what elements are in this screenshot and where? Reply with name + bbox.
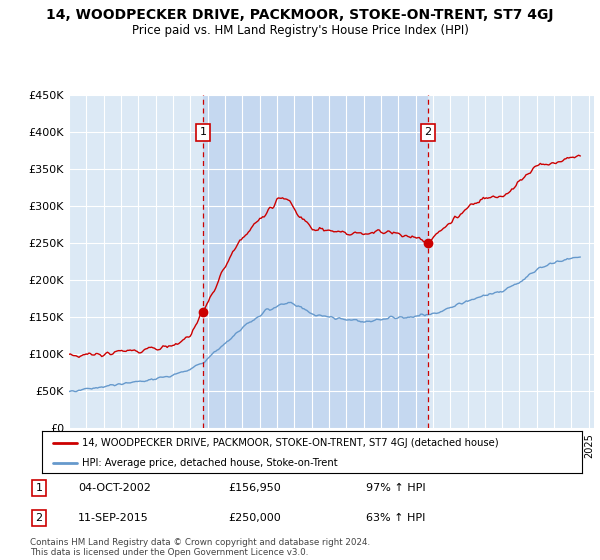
Text: 14, WOODPECKER DRIVE, PACKMOOR, STOKE-ON-TRENT, ST7 4GJ: 14, WOODPECKER DRIVE, PACKMOOR, STOKE-ON… xyxy=(46,8,554,22)
Bar xyxy=(203,95,428,428)
Text: 97% ↑ HPI: 97% ↑ HPI xyxy=(366,483,425,493)
Text: Price paid vs. HM Land Registry's House Price Index (HPI): Price paid vs. HM Land Registry's House … xyxy=(131,24,469,37)
Text: £156,950: £156,950 xyxy=(228,483,281,493)
Text: 04-OCT-2002: 04-OCT-2002 xyxy=(78,483,151,493)
Text: £250,000: £250,000 xyxy=(228,513,281,523)
Text: Contains HM Land Registry data © Crown copyright and database right 2024.
This d: Contains HM Land Registry data © Crown c… xyxy=(30,538,370,557)
Text: 1: 1 xyxy=(35,483,43,493)
Text: 14, WOODPECKER DRIVE, PACKMOOR, STOKE-ON-TRENT, ST7 4GJ (detached house): 14, WOODPECKER DRIVE, PACKMOOR, STOKE-ON… xyxy=(83,438,499,448)
Text: 11-SEP-2015: 11-SEP-2015 xyxy=(78,513,149,523)
Text: 2: 2 xyxy=(424,127,431,137)
Text: 2: 2 xyxy=(35,513,43,523)
Text: HPI: Average price, detached house, Stoke-on-Trent: HPI: Average price, detached house, Stok… xyxy=(83,458,338,468)
Text: 1: 1 xyxy=(200,127,207,137)
Text: 63% ↑ HPI: 63% ↑ HPI xyxy=(366,513,425,523)
